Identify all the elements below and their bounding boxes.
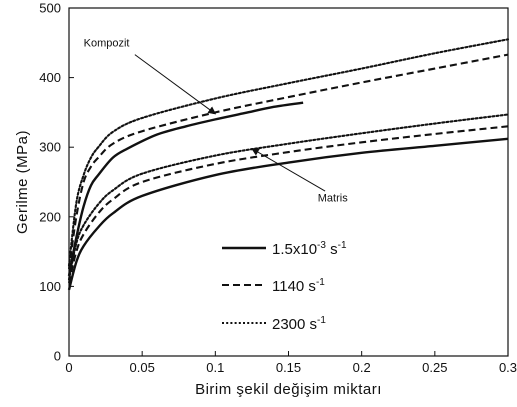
legend-label-part: -1 xyxy=(316,277,325,288)
x-tick-label: 0.1 xyxy=(206,360,224,375)
x-tick-label: 0.15 xyxy=(276,360,301,375)
y-tick-label: 400 xyxy=(39,70,61,85)
annotation-arrow-matris xyxy=(251,148,326,192)
series-line-3 xyxy=(67,137,509,291)
annotation-arrow-kompozit xyxy=(134,54,217,115)
legend-label-part: s xyxy=(326,241,338,258)
series-line-2 xyxy=(67,38,510,267)
legend-label-2: 2300 s-1 xyxy=(272,315,326,333)
x-tick-label: 0 xyxy=(65,360,72,375)
series-line-1 xyxy=(67,53,509,270)
y-tick-label: 0 xyxy=(54,349,61,364)
x-tick-label: 0.3 xyxy=(499,360,517,375)
series-lines xyxy=(67,38,510,291)
y-tick-label: 500 xyxy=(39,1,61,16)
legend-label-0: 1.5x10-3 s-1 xyxy=(272,240,347,258)
plot-frame xyxy=(68,7,509,357)
y-tick-label: 100 xyxy=(39,279,61,294)
annotations: Kompozit Matris xyxy=(84,37,349,204)
series-line-0 xyxy=(67,101,304,277)
y-tick-label: 300 xyxy=(39,140,61,155)
x-tick-label: 0.05 xyxy=(130,360,155,375)
legend-label-part: 1140 s xyxy=(272,278,316,295)
y-tick-label: 200 xyxy=(39,209,61,224)
ticks: 0 0.05 0.1 0.15 0.2 0.25 0.3 0 100 200 300 400 500 xyxy=(39,1,517,376)
legend-label-part: -1 xyxy=(338,240,347,251)
legend-label-part: -1 xyxy=(317,315,326,326)
series-line-4 xyxy=(67,125,509,284)
legend-label-part: 1.5x10 xyxy=(272,241,317,258)
legend-label-1: 1140 s-1 xyxy=(272,277,325,295)
y-axis-title: Gerilme (MPa) xyxy=(14,130,31,234)
legend-label-part: -3 xyxy=(317,240,326,251)
legend-label-part: 2300 s xyxy=(272,316,317,333)
series-line-5 xyxy=(67,113,510,281)
annotation-label-matris: Matris xyxy=(318,192,348,204)
x-tick-label: 0.2 xyxy=(353,360,371,375)
axes xyxy=(68,7,509,357)
x-axis-title: Birim şekil değişim miktarı xyxy=(195,381,382,398)
x-tick-label: 0.25 xyxy=(422,360,447,375)
annotation-label-kompozit: Kompozit xyxy=(84,37,130,49)
